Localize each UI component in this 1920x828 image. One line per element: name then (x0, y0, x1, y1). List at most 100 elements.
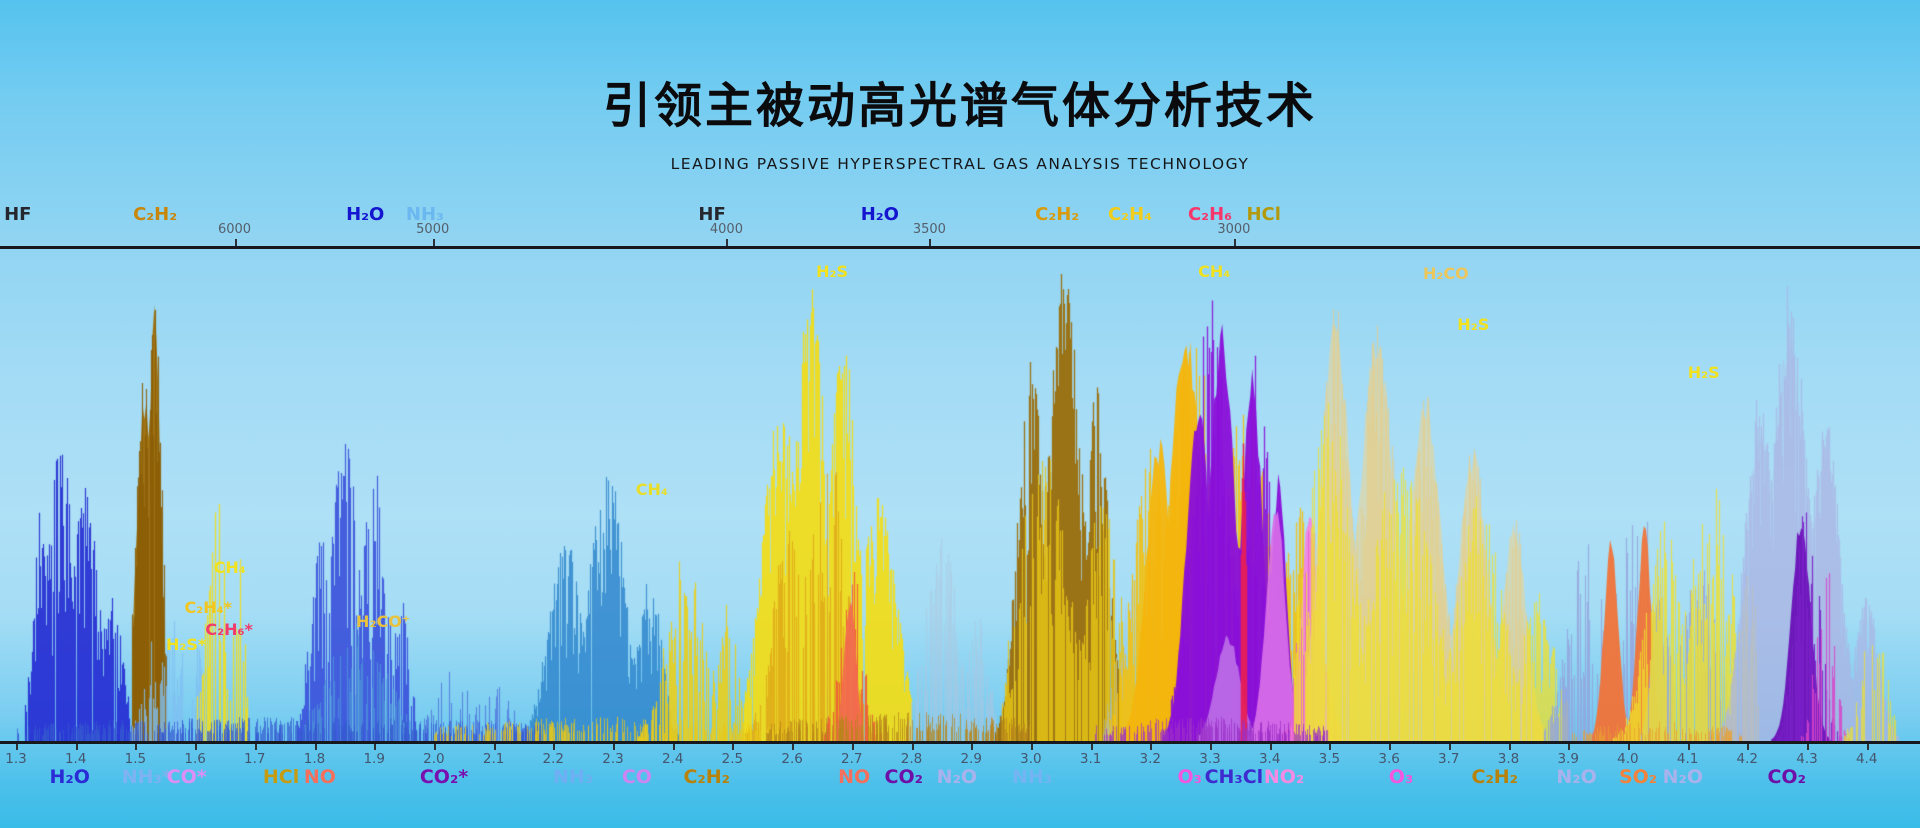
bottom-axis-tick-label: 2.7 (841, 751, 863, 767)
bottom-axis-tick (1687, 744, 1690, 750)
bottom-axis-tick (672, 744, 675, 750)
top-axis-tick (1233, 239, 1236, 246)
bottom-axis-tick (433, 744, 436, 750)
top-gas-label: C₂H₄ (1107, 204, 1153, 225)
top-gas-label: C₂H₂ (1035, 204, 1080, 225)
bottom-axis-tick (1389, 744, 1392, 750)
top-gas-label: HCl (1246, 204, 1281, 225)
chart-gas-label: H₂CO⁺ (356, 612, 411, 631)
bottom-axis-tick (195, 744, 198, 750)
bottom-gas-label: NH₃ (1012, 766, 1053, 788)
bottom-axis-tick-label: 2.4 (661, 751, 684, 767)
bottom-axis-tick (135, 744, 138, 750)
chart-gas-label: CH₄ (1198, 262, 1231, 281)
bottom-axis-tick-label: 3.7 (1438, 751, 1460, 767)
bottom-axis-tick-label: 2.3 (602, 751, 624, 767)
bottom-axis-tick-label: 3.9 (1557, 751, 1579, 767)
bottom-axis-tick-label: 3.5 (1318, 751, 1341, 767)
bottom-axis-tick-label: 3.4 (1258, 751, 1281, 767)
bottom-gas-label: N₂O (1556, 766, 1597, 788)
bottom-axis-tick (16, 744, 18, 750)
chart-gas-label: H₂S (816, 262, 849, 281)
bottom-axis-tick-label: 1.4 (64, 751, 87, 767)
top-axis-tick-label: 6000 (217, 222, 252, 237)
top-axis-tick-label: 3000 (1217, 222, 1251, 237)
bottom-axis-tick-label: 3.1 (1079, 751, 1102, 767)
top-axis-tick-label: 5000 (416, 222, 450, 237)
bottom-gas-label: NO (303, 766, 336, 788)
bottom-axis-tick (792, 744, 795, 750)
chart-gas-label: CH₄ (635, 480, 668, 499)
top-gas-label: HF (698, 204, 726, 225)
page-subtitle: LEADING PASSIVE HYPERSPECTRAL GAS ANALYS… (670, 155, 1250, 173)
bottom-gas-label: CO* (166, 766, 207, 788)
bottom-axis-tick (1210, 744, 1212, 750)
bottom-axis-tick-label: 1.3 (5, 751, 27, 767)
chart-gas-label: H₂S* (165, 635, 207, 654)
bottom-gas-label: O₃ (1388, 766, 1414, 788)
bottom-axis-tick-label: 2.0 (423, 751, 445, 767)
bottom-gas-label: C₂H₂ (683, 766, 730, 788)
bottom-gas-label: NH₃* (121, 766, 172, 788)
top-axis-tick (234, 239, 237, 246)
bottom-axis-tick-label: 4.3 (1796, 751, 1818, 767)
bottom-axis-tick-label: 1.5 (124, 751, 147, 767)
bottom-axis-tick-label: 1.6 (184, 751, 206, 767)
bottom-gas-label: N₂O (1662, 766, 1703, 788)
bottom-gas-label: H₂O (49, 766, 90, 788)
top-axis-tick-label: 3500 (912, 222, 946, 237)
bottom-axis-tick-label: 4.2 (1736, 751, 1759, 767)
bottom-axis-tick-label: 3.3 (1199, 751, 1221, 767)
top-gas-label: C₂H₆ (1187, 204, 1233, 225)
bottom-axis-tick-label: 4.0 (1617, 751, 1639, 767)
bottom-gas-label: CO₂* (419, 766, 469, 788)
bottom-axis-line (0, 741, 1920, 744)
bottom-axis-tick (1329, 744, 1332, 750)
bottom-axis-tick-label: 1.9 (363, 751, 385, 767)
bottom-gas-label: CO₂ (1767, 766, 1806, 788)
chart-gas-label: CH₄ (213, 558, 246, 577)
bottom-gas-label: NH₃ (552, 766, 594, 788)
bottom-gas-label: NO (838, 766, 871, 788)
bottom-axis-tick-label: 1.7 (244, 751, 266, 767)
bottom-gas-label: HCl (262, 766, 300, 788)
bottom-gas-label: C₂H₂ (1471, 766, 1519, 788)
top-axis-tick (432, 239, 435, 246)
top-gas-label: HF (4, 204, 32, 225)
bottom-axis-tick-label: 1.8 (303, 751, 326, 767)
bottom-axis-tick-label: 2.9 (960, 751, 982, 767)
bottom-gas-label: N₂O (936, 766, 978, 788)
bottom-gas-label: CO₂ (884, 766, 923, 788)
bottom-gas-label: CH₃Cl (1204, 766, 1264, 788)
chart-gas-label: C₂H₆* (205, 620, 253, 639)
bottom-axis-tick (1508, 744, 1511, 750)
bottom-axis-tick (254, 744, 257, 750)
top-axis-line (0, 246, 1920, 249)
bottom-axis-tick (1747, 744, 1750, 750)
top-axis-tick (929, 239, 932, 246)
bottom-axis-tick (1090, 744, 1093, 750)
bottom-axis-tick (493, 744, 496, 750)
bottom-axis-tick (314, 744, 317, 750)
bottom-axis-tick-label: 3.8 (1497, 751, 1520, 767)
bottom-axis-tick (1627, 744, 1630, 750)
bottom-axis-tick-label: 2.2 (542, 751, 565, 767)
bottom-axis-tick (1448, 744, 1451, 750)
bottom-axis-tick-label: 3.6 (1378, 751, 1400, 767)
page-title: 引领主被动高光谱气体分析技术 (602, 78, 1317, 134)
top-gas-label: H₂O (860, 204, 899, 225)
bottom-axis-tick (851, 744, 854, 750)
bottom-axis-tick-label: 4.1 (1676, 751, 1699, 767)
top-axis-tick-label: 4000 (709, 222, 743, 237)
bottom-gas-label: NO₂ (1263, 766, 1305, 788)
top-gas-label: H₂O (346, 204, 385, 225)
top-gas-label: NH₃ (405, 204, 444, 225)
bottom-axis-tick-label: 2.6 (781, 751, 803, 767)
bottom-axis-tick (75, 744, 78, 750)
bottom-axis-tick-label: 2.1 (482, 751, 505, 767)
bottom-axis-tick (1030, 744, 1033, 750)
bottom-axis-tick (732, 744, 735, 750)
top-gas-label: C₂H₂ (133, 204, 178, 225)
chart-gas-label: H₂S (1457, 315, 1490, 334)
top-axis-tick (726, 239, 729, 246)
